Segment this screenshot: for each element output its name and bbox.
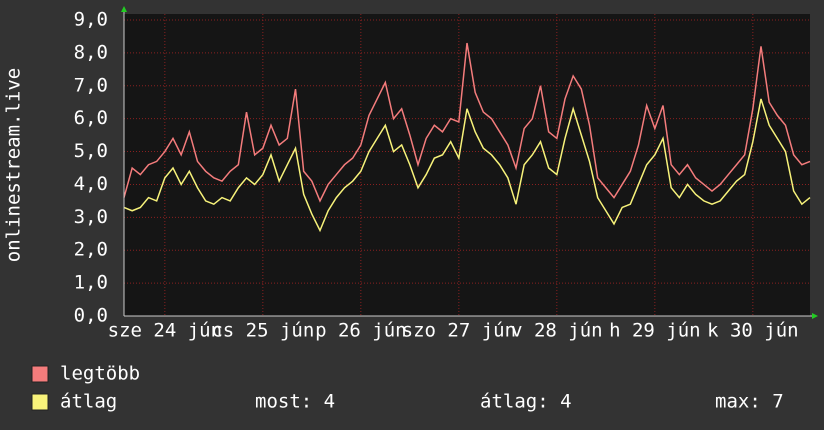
y-tick-label: 1,0: [74, 272, 108, 294]
y-tick-label: 0,0: [74, 305, 108, 327]
series-line: [123, 98, 811, 233]
legend-stat: max: 7: [715, 391, 784, 413]
axis-arrow: [121, 6, 127, 12]
y-tick-label: 3,0: [74, 206, 108, 228]
y-axis-label: onlinestream.live: [3, 68, 25, 262]
y-tick-label: 6,0: [74, 107, 108, 129]
x-tick-label: szo 27 jún: [402, 320, 516, 342]
x-tick-label: p 26 jún: [315, 320, 407, 342]
axis-arrow: [812, 313, 818, 319]
legend-label: legtöbb: [60, 363, 140, 385]
x-tick-label: cs 25 jún: [211, 320, 314, 342]
legend-swatch: [31, 365, 49, 383]
legend-stat: átlag: 4: [480, 391, 572, 413]
legend: legtöbb átlag most: 4 átlag: 4 max: 7: [31, 363, 784, 413]
series-group: [123, 42, 811, 233]
x-tick-label: sze 24 jún: [108, 320, 222, 342]
y-tick-label: 5,0: [74, 140, 108, 162]
y-tick-label: 4,0: [74, 173, 108, 195]
plot-area: [124, 14, 810, 316]
legend-stat: most: 4: [255, 391, 335, 413]
legend-label: átlag: [60, 391, 117, 413]
legend-swatch: [31, 393, 49, 411]
y-tick-label: 8,0: [74, 41, 108, 63]
series-line: [123, 42, 811, 203]
x-tick-label: k 30 jún: [707, 320, 799, 342]
x-tick-label: v 28 jún: [511, 320, 603, 342]
y-tick-label: 9,0: [74, 9, 108, 31]
y-tick-label: 2,0: [74, 239, 108, 261]
y-tick-label: 7,0: [74, 74, 108, 96]
x-tick-label: h 29 jún: [609, 320, 701, 342]
